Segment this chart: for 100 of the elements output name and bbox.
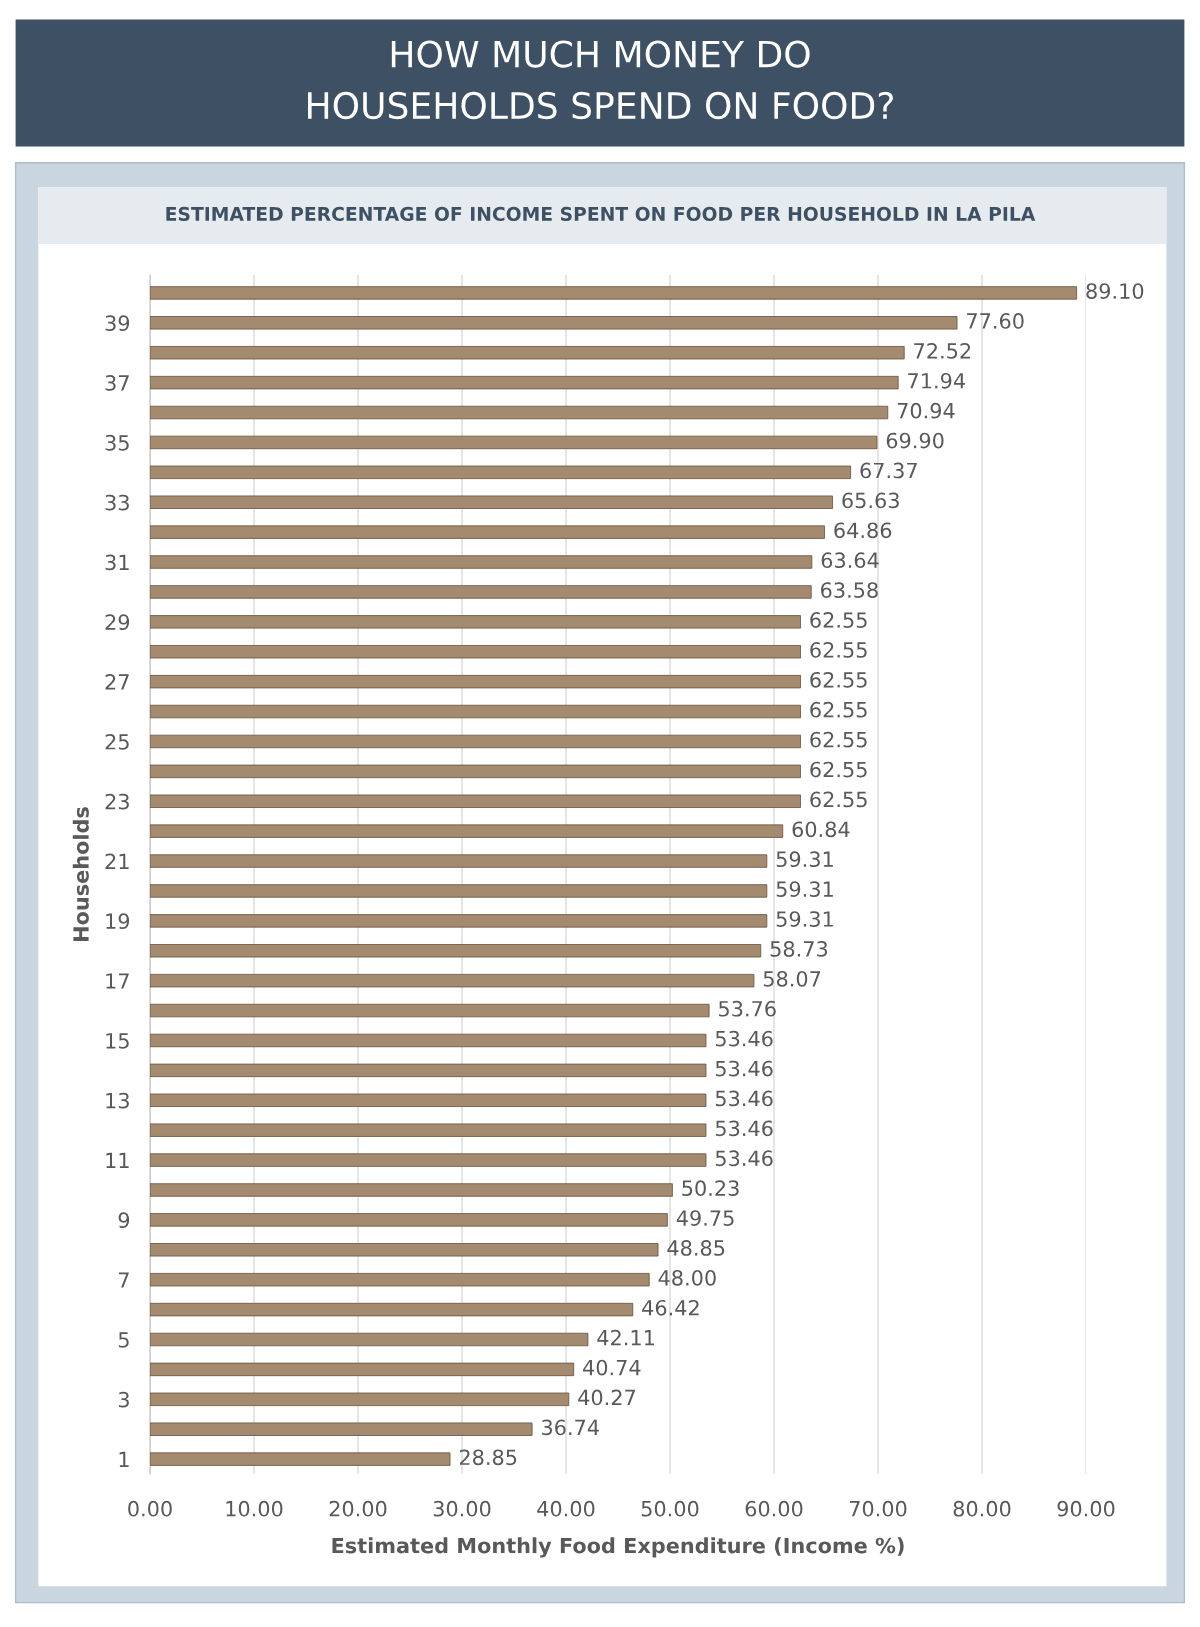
bar [150,435,878,450]
bar [150,1063,707,1078]
bar [150,465,852,480]
data-label: 63.58 [821,582,878,598]
bar [150,1003,710,1018]
y-tick-label: 23 [105,793,129,810]
data-label: 49.75 [676,1210,734,1226]
bar [150,674,801,689]
data-label: 48.85 [667,1240,725,1256]
y-tick-label: 31 [105,554,129,571]
bar [150,973,755,988]
x-tick-label: 20.00 [329,1500,387,1517]
y-tick-label: 21 [105,853,129,869]
data-label: 62.55 [810,671,867,688]
bar [150,495,833,509]
bar [150,405,889,420]
y-tick-label: 25 [105,733,129,750]
x-tick-label: 60.00 [745,1500,803,1517]
y-tick-label: 19 [106,913,130,930]
bar [150,824,784,838]
y-tick-label: 1 [119,1451,129,1468]
data-label: 48.00 [658,1269,716,1286]
data-label: 62.55 [810,701,867,718]
data-label: 65.63 [842,492,899,509]
data-label: 53.46 [715,1060,773,1077]
bar [150,764,801,779]
data-label: 46.42 [642,1299,699,1316]
y-axis-title: Households [72,807,89,941]
data-label: 67.37 [860,462,917,479]
data-label: 62.55 [810,791,867,808]
bar [150,1332,589,1347]
data-label: 62.55 [810,612,867,628]
bar [150,794,801,808]
y-tick-label: 9 [118,1212,130,1229]
data-label: 62.55 [810,761,867,778]
data-label: 58.73 [770,941,828,957]
data-label: 89.10 [1086,283,1144,299]
bar [150,645,801,659]
data-label: 63.64 [821,552,879,569]
data-label: 69.90 [886,432,944,449]
data-label: 53.76 [719,1000,776,1017]
y-tick-label: 3 [118,1391,129,1408]
data-label: 59.31 [776,881,833,897]
data-label: 72.52 [914,343,971,359]
data-label: 59.31 [776,911,833,927]
bar [150,525,825,539]
x-tick-label: 90.00 [1057,1500,1115,1517]
bar [150,286,1078,300]
bar [150,1422,533,1436]
data-label: 53.46 [715,1150,773,1167]
bar [150,914,768,928]
x-tick-label: 50.00 [641,1500,699,1517]
x-tick-label: 70.00 [849,1500,907,1517]
data-label: 59.31 [776,851,833,868]
data-label: 58.07 [763,970,821,987]
bar [150,1302,634,1317]
y-tick-label: 35 [105,434,129,451]
bar [150,585,812,599]
y-tick-label: 17 [106,973,129,989]
y-tick-label: 11 [106,1152,129,1168]
bar [150,1272,650,1287]
bar [150,346,905,360]
y-tick-label: 7 [119,1272,129,1288]
bar [150,1153,707,1167]
data-label: 53.46 [715,1090,773,1107]
data-label: 42.11 [597,1329,654,1346]
x-axis-title: Estimated Monthly Food Expenditure (Income %) [332,1537,904,1558]
y-tick-label: 15 [106,1033,129,1049]
y-tick-label: 29 [105,614,130,631]
y-tick-label: 5 [118,1332,129,1348]
bar [150,615,801,629]
x-tick-label: 40.00 [537,1500,595,1517]
data-label: 77.60 [967,313,1024,329]
data-label: 53.46 [715,1120,773,1137]
data-label: 71.94 [908,372,965,389]
bar [150,1243,659,1257]
x-tick-label: 0.00 [128,1500,172,1517]
chart-title: HOW MUCH MONEY DO HOUSEHOLDS SPEND ON FOOD? [308,40,893,120]
x-tick-label: 10.00 [226,1500,283,1517]
bar [150,1183,673,1197]
bar [150,555,813,569]
bar [150,1093,707,1107]
data-label: 40.27 [578,1389,635,1406]
data-label: 62.55 [810,731,867,748]
bar [150,1213,668,1227]
bar [150,1392,570,1406]
x-tick-label: 30.00 [433,1500,491,1517]
data-label: 53.46 [715,1030,773,1047]
bar [150,734,801,749]
bar [150,1033,707,1048]
y-tick-label: 37 [105,375,129,391]
bar [150,1123,707,1137]
data-label: 50.23 [682,1180,739,1197]
x-tick-label: 80.00 [953,1500,1011,1517]
bar [150,1362,575,1377]
data-label: 62.55 [810,642,867,658]
data-label: 28.85 [459,1449,517,1466]
bar [150,704,801,719]
bar [150,884,768,898]
bar [150,316,958,330]
